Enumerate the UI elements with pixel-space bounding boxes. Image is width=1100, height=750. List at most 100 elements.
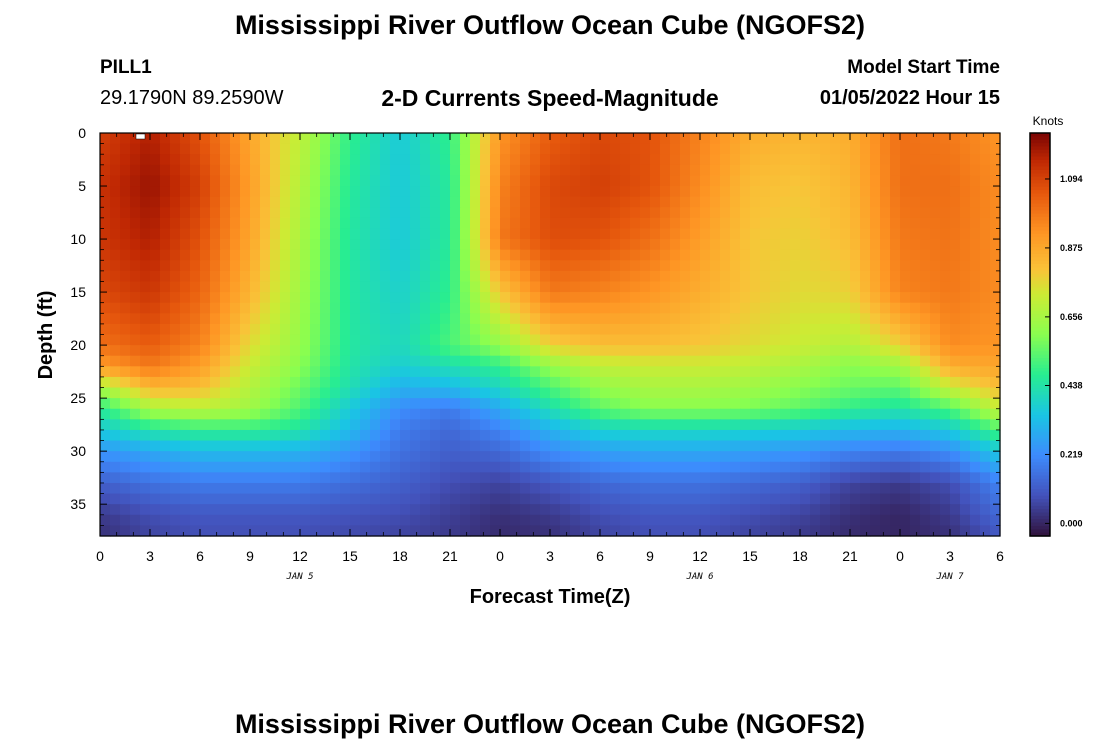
heatmap-cell <box>580 228 591 240</box>
heatmap-cell <box>610 207 621 219</box>
heatmap-cell <box>900 186 911 198</box>
heatmap-cell <box>980 366 991 378</box>
heatmap-cell <box>120 196 131 208</box>
heatmap-cell <box>360 133 371 145</box>
heatmap-cell <box>750 387 761 399</box>
heatmap-cell <box>190 504 201 516</box>
colorbar-segment <box>1030 485 1050 490</box>
heatmap-cell <box>510 207 521 219</box>
heatmap-cell <box>280 334 291 346</box>
heatmap-cell <box>440 164 451 177</box>
heatmap-cell <box>270 196 281 208</box>
heatmap-cell <box>530 408 541 420</box>
heatmap-cell <box>770 175 781 187</box>
heatmap-cell <box>910 281 921 293</box>
colorbar-segment <box>1030 176 1050 181</box>
heatmap-cell <box>190 472 201 484</box>
heatmap-cell <box>140 133 151 145</box>
heatmap-cell <box>930 398 941 410</box>
x-tick-label: 9 <box>246 548 254 564</box>
heatmap-cell <box>600 292 611 304</box>
heatmap-cell <box>510 440 521 452</box>
heatmap-cell <box>940 175 951 187</box>
heatmap-cell <box>310 154 321 166</box>
heatmap-cell <box>510 143 521 155</box>
heatmap-cell <box>470 440 481 452</box>
heatmap-cell <box>270 292 281 304</box>
heatmap-cell <box>230 429 241 442</box>
colorbar-segment <box>1030 361 1050 366</box>
heatmap-cell <box>170 366 181 378</box>
heatmap-cell <box>490 408 501 420</box>
heatmap-cell <box>210 260 221 272</box>
heatmap-cell <box>530 228 541 240</box>
heatmap-cell <box>960 186 971 198</box>
heatmap-cell <box>290 323 301 336</box>
heatmap-cell <box>370 376 381 389</box>
heatmap-cell <box>570 525 581 537</box>
heatmap-cell <box>270 429 281 442</box>
heatmap-cell <box>380 387 391 399</box>
heatmap-cell <box>970 270 981 283</box>
heatmap-cell <box>520 482 531 495</box>
heatmap-cell <box>650 186 661 198</box>
heatmap-cell <box>640 525 651 537</box>
heatmap-cell <box>100 366 111 378</box>
heatmap-cell <box>100 461 111 473</box>
heatmap-cell <box>270 249 281 261</box>
heatmap-cell <box>980 249 991 261</box>
heatmap-cell <box>160 355 171 367</box>
heatmap-cell <box>120 376 131 389</box>
heatmap-cell <box>560 228 571 240</box>
heatmap-cell <box>910 175 921 187</box>
heatmap-cell <box>350 175 361 187</box>
heatmap-cell <box>800 334 811 346</box>
heatmap-cell <box>630 493 641 505</box>
heatmap-cell <box>920 482 931 495</box>
heatmap-cell <box>890 313 901 325</box>
colorbar-segment <box>1030 213 1050 218</box>
heatmap-cell <box>210 143 221 155</box>
heatmap-cell <box>940 313 951 325</box>
heatmap-cell <box>490 482 501 495</box>
heatmap-cell <box>990 461 1001 473</box>
heatmap-cell <box>300 366 311 378</box>
heatmap-cell <box>250 482 261 495</box>
heatmap-cell <box>620 504 631 516</box>
heatmap-cell <box>740 376 751 389</box>
heatmap-cell <box>310 440 321 452</box>
heatmap-cell <box>710 387 721 399</box>
heatmap-cell <box>960 334 971 346</box>
heatmap-cell <box>560 249 571 261</box>
heatmap-cell <box>320 355 331 367</box>
heatmap-cell <box>170 302 181 314</box>
heatmap-cell <box>410 355 421 367</box>
heatmap-cell <box>410 525 421 537</box>
heatmap-cell <box>920 143 931 155</box>
heatmap-cell <box>160 175 171 187</box>
heatmap-cell <box>750 345 761 357</box>
heatmap-cell <box>370 398 381 410</box>
heatmap-cell <box>830 228 841 240</box>
colorbar-segment <box>1030 525 1050 530</box>
heatmap-cell <box>220 281 231 293</box>
heatmap-cell <box>360 239 371 251</box>
colorbar-segment <box>1030 223 1050 228</box>
heatmap-cell <box>790 313 801 325</box>
heatmap-cell <box>540 472 551 484</box>
heatmap-cell <box>660 175 671 187</box>
heatmap-cells <box>100 133 1001 537</box>
heatmap-cell <box>960 175 971 187</box>
heatmap-cell <box>910 334 921 346</box>
heatmap-cell <box>290 451 301 463</box>
heatmap-cell <box>850 186 861 198</box>
heatmap-cell <box>420 408 431 420</box>
heatmap-cell <box>540 217 551 230</box>
heatmap-cell <box>700 493 711 505</box>
heatmap-cell <box>700 207 711 219</box>
heatmap-cell <box>960 302 971 314</box>
heatmap-cell <box>440 239 451 251</box>
colorbar-segment <box>1030 294 1050 299</box>
heatmap-cell <box>430 429 441 442</box>
heatmap-cell <box>470 154 481 166</box>
